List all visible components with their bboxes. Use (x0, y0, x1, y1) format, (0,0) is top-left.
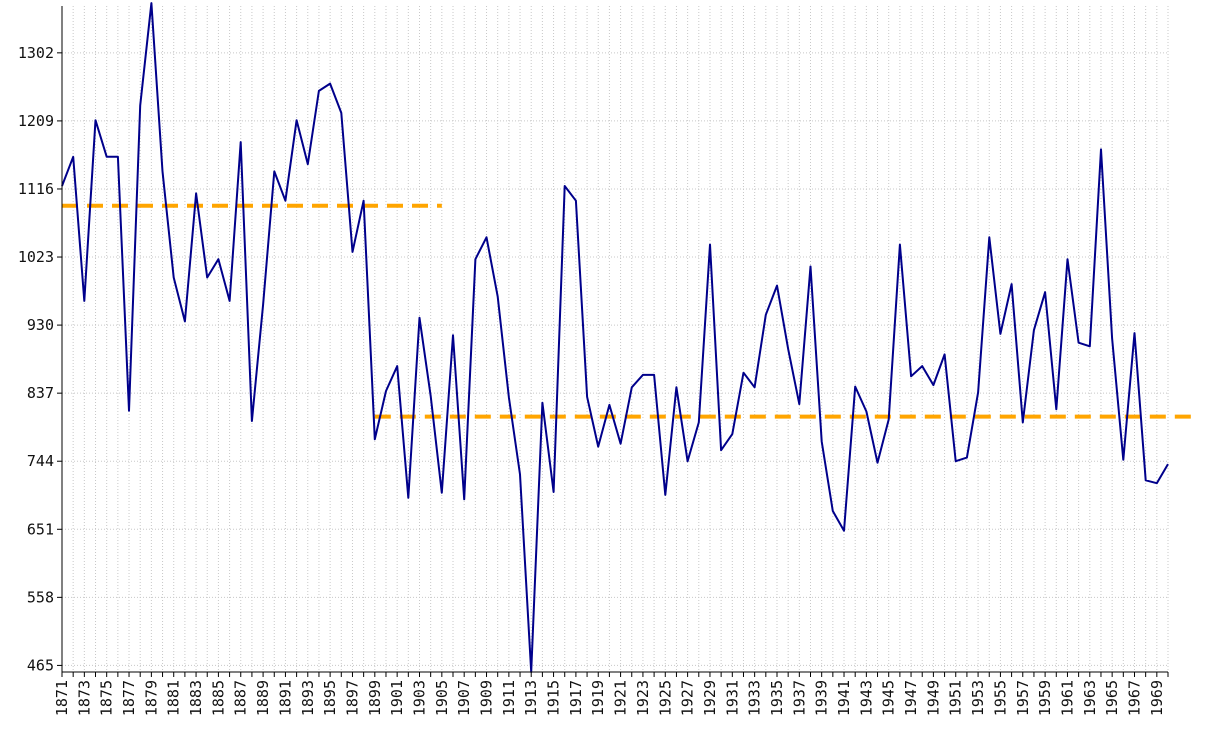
x-tick-label: 1911 (500, 680, 518, 716)
x-tick-labels: 1871 1873 1875 1877 1879 1881 1883 1885 1887 1889… (53, 680, 1166, 716)
x-tick-label: 1959 (1036, 680, 1054, 716)
y-tick-label: 837 (27, 384, 54, 402)
y-tick-label: 1116 (18, 180, 54, 198)
x-tick-label: 1919 (589, 680, 607, 716)
x-tick-label: 1875 (98, 680, 116, 716)
axes (57, 6, 1169, 677)
x-tick-label: 1901 (388, 680, 406, 716)
x-tick-label: 1939 (813, 680, 831, 716)
x-tick-label: 1931 (723, 680, 741, 716)
x-tick-label: 1915 (545, 680, 563, 716)
vertical-gridlines (61, 6, 1169, 672)
x-tick-label: 1897 (343, 680, 361, 716)
x-tick-label: 1961 (1058, 680, 1076, 716)
x-tick-label: 1895 (321, 680, 339, 716)
x-tick-label: 1879 (142, 680, 160, 716)
x-tick-label: 1967 (1125, 680, 1143, 716)
x-tick-label: 1927 (679, 680, 697, 716)
x-tick-label: 1957 (1014, 680, 1032, 716)
x-tick-label: 1891 (276, 680, 294, 716)
x-tick-label: 1949 (924, 680, 942, 716)
x-tick-label: 1923 (634, 680, 652, 716)
x-tick-label: 1917 (567, 680, 585, 716)
x-tick-label: 1873 (75, 680, 93, 716)
x-tick-label: 1943 (857, 680, 875, 716)
y-tick-label: 744 (27, 452, 54, 470)
x-tick-label: 1885 (209, 680, 227, 716)
x-tick-label: 1887 (232, 680, 250, 716)
x-tick-label: 1937 (790, 680, 808, 716)
x-tick-label: 1963 (1081, 680, 1099, 716)
x-tick-label: 1921 (612, 680, 630, 716)
horizontal-gridlines (62, 52, 1168, 666)
y-tick-labels: 465 558 651 744 837 930 1023 1116 1209 1302 (18, 44, 54, 675)
x-tick-label: 1903 (410, 680, 428, 716)
y-tick-label: 1302 (18, 44, 54, 62)
x-tick-label: 1907 (455, 680, 473, 716)
x-tick-label: 1947 (902, 680, 920, 716)
y-tick-label: 1023 (18, 248, 54, 266)
y-tick-label: 930 (27, 316, 54, 334)
x-tick-label: 1871 (53, 680, 71, 716)
y-tick-label: 465 (27, 656, 54, 674)
x-tick-label: 1933 (746, 680, 764, 716)
x-tick-label: 1909 (478, 680, 496, 716)
x-tick-label: 1925 (656, 680, 674, 716)
y-tick-label: 558 (27, 588, 54, 606)
series-group (61, 2, 1169, 673)
x-tick-label: 1951 (947, 680, 965, 716)
x-tick-label: 1945 (880, 680, 898, 716)
x-tick-label: 1929 (701, 680, 719, 716)
series-line-1 (61, 2, 1169, 673)
x-tick-label: 1969 (1148, 680, 1166, 716)
x-tick-label: 1935 (768, 680, 786, 716)
x-tick-label: 1965 (1103, 680, 1121, 716)
y-tick-label: 1209 (18, 112, 54, 130)
x-tick-label: 1877 (120, 680, 138, 716)
x-tick-label: 1913 (522, 680, 540, 716)
x-tick-label: 1899 (366, 680, 384, 716)
x-tick-label: 1941 (835, 680, 853, 716)
x-tick-label: 1893 (299, 680, 317, 716)
x-tick-label: 1905 (433, 680, 451, 716)
y-tick-label: 651 (27, 520, 54, 538)
x-tick-label: 1889 (254, 680, 272, 716)
x-tick-label: 1955 (991, 680, 1009, 716)
x-tick-label: 1881 (165, 680, 183, 716)
x-tick-label: 1953 (969, 680, 987, 716)
x-tick-label: 1883 (187, 680, 205, 716)
